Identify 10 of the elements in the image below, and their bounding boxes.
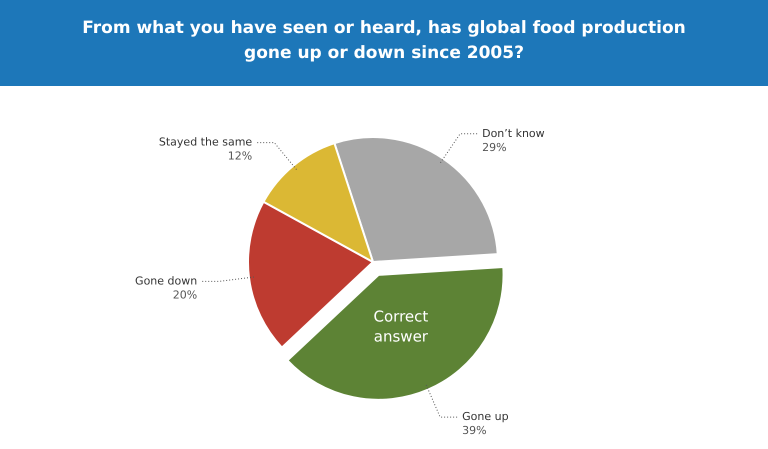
data-label: 20% — [172, 288, 198, 302]
data-label: 39% — [462, 424, 487, 438]
text: Correct answer — [374, 307, 428, 346]
data-label: 29% — [482, 140, 507, 154]
slice-label: Gone down — [135, 274, 198, 288]
slice-label: Don’t know — [482, 126, 545, 140]
chart-title: From what you have seen or heard, has global food production gone up or down since 2005? — [82, 18, 686, 63]
slice-label: Stayed the same — [158, 136, 252, 149]
slice-label: Gone up — [462, 410, 509, 424]
data-label: 12% — [228, 150, 252, 163]
